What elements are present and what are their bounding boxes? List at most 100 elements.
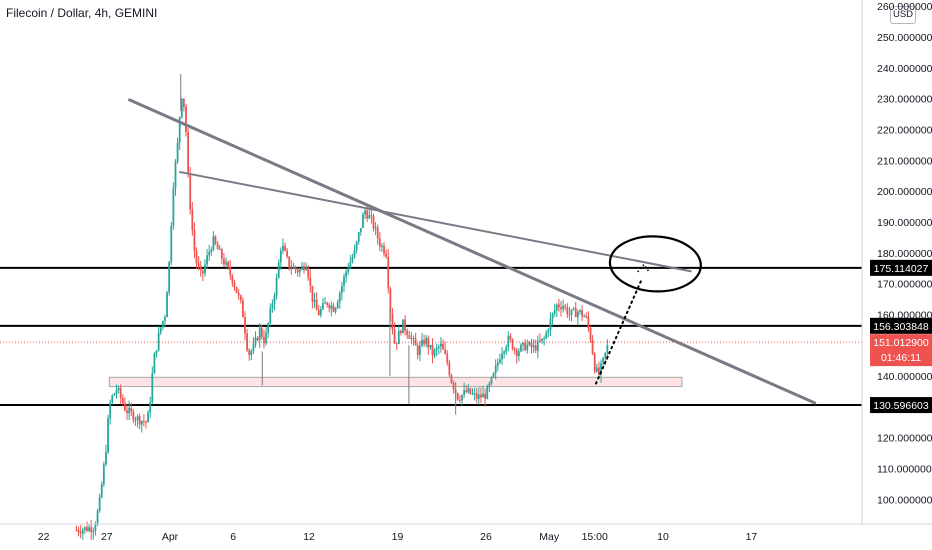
candle-body	[113, 393, 116, 396]
candle-body	[147, 412, 149, 423]
time-tick-label: 26	[480, 531, 492, 543]
candle-body	[437, 346, 440, 348]
candle-body	[598, 367, 600, 376]
time-tick-label: 22	[38, 531, 50, 543]
candle-body	[366, 210, 369, 219]
candle-body	[145, 421, 147, 423]
candle-body	[94, 524, 97, 531]
candle-body	[406, 330, 409, 335]
candle-body	[252, 344, 255, 351]
candle-body	[170, 225, 173, 262]
candle-body	[463, 390, 465, 395]
candle-body	[602, 357, 605, 364]
candle-body	[353, 250, 356, 258]
candle-body	[90, 527, 93, 533]
candle-body	[244, 317, 246, 334]
candle-body	[557, 304, 560, 308]
projection-dotted-line[interactable]	[594, 278, 643, 385]
candle-body	[427, 337, 430, 348]
candle-body	[216, 243, 219, 250]
candle-body	[374, 227, 377, 229]
candle-body	[425, 337, 428, 345]
candle-body	[376, 227, 379, 239]
candle-body	[442, 343, 444, 350]
candle-body	[515, 349, 518, 357]
candle-body	[326, 302, 329, 305]
candle-body	[88, 527, 91, 531]
price-tick-label: 250.000000	[877, 32, 932, 44]
candle-body	[231, 275, 234, 283]
level-price-label: 130.596603	[873, 400, 929, 412]
candle-body	[241, 300, 244, 318]
candle-body	[418, 345, 421, 356]
candle-body	[539, 340, 541, 342]
trendline-1[interactable]	[128, 98, 817, 405]
price-tick-label: 170.000000	[877, 279, 932, 291]
support-zone[interactable]	[108, 376, 683, 388]
candle-body	[467, 388, 470, 393]
candle-body	[197, 263, 200, 266]
time-tick-label: 17	[746, 531, 758, 543]
candle-body	[501, 353, 503, 360]
candle-body	[185, 106, 187, 133]
candle-body	[319, 309, 322, 316]
trendlines-layer	[128, 98, 817, 405]
currency-badge[interactable]: USD	[890, 6, 916, 24]
candle-body	[223, 258, 225, 265]
candle-body	[568, 314, 571, 316]
candle-body	[96, 511, 99, 525]
candle-body	[383, 245, 385, 254]
candle-body	[385, 253, 388, 257]
candle-body	[164, 317, 166, 321]
candle-body	[431, 344, 434, 356]
candle-body	[195, 251, 198, 264]
candle-body	[265, 332, 267, 344]
candle-body	[368, 215, 371, 219]
candle-body	[471, 393, 474, 395]
candle-body	[387, 256, 390, 289]
candle-body	[237, 292, 240, 296]
candle-body	[250, 350, 253, 356]
candle-body	[111, 395, 114, 403]
candle-body	[248, 349, 251, 356]
candle-body	[324, 302, 326, 304]
candle-body	[404, 319, 407, 331]
candle-body	[315, 299, 318, 311]
candle-body	[77, 530, 80, 533]
candle-body	[532, 345, 535, 348]
candle-body	[313, 299, 316, 302]
candle-body	[309, 277, 312, 286]
candle-body	[271, 303, 274, 309]
candle-body	[389, 288, 392, 314]
candle-body	[128, 407, 131, 414]
candle-body	[239, 295, 242, 301]
candle-body	[572, 308, 575, 310]
target-ellipse[interactable]	[608, 234, 702, 294]
candle-body	[595, 367, 598, 372]
time-tick-label: 10	[657, 531, 669, 543]
candle-body	[429, 344, 432, 348]
price-tick-label: 140.000000	[877, 371, 932, 383]
candle-body	[583, 316, 586, 318]
candle-body	[492, 373, 495, 378]
candle-body	[433, 349, 436, 356]
candle-body	[98, 497, 101, 512]
price-tick-label: 100.000000	[877, 494, 932, 506]
candle-body	[284, 245, 286, 251]
candle-body	[581, 310, 583, 317]
trendline-2[interactable]	[179, 171, 692, 273]
candle-body	[444, 349, 447, 354]
candle-body	[589, 327, 592, 340]
price-tick-label: 230.000000	[877, 94, 932, 106]
candle-body	[149, 402, 152, 413]
candle-body	[549, 318, 552, 331]
candle-body	[410, 337, 413, 339]
price-tick-label: 120.000000	[877, 433, 932, 445]
candle-body	[499, 359, 501, 363]
last-price-label: 151.012900	[873, 337, 929, 349]
candle-body	[477, 394, 480, 399]
candle-body	[305, 267, 307, 271]
candle-body	[334, 308, 337, 312]
candle-body	[282, 245, 284, 251]
